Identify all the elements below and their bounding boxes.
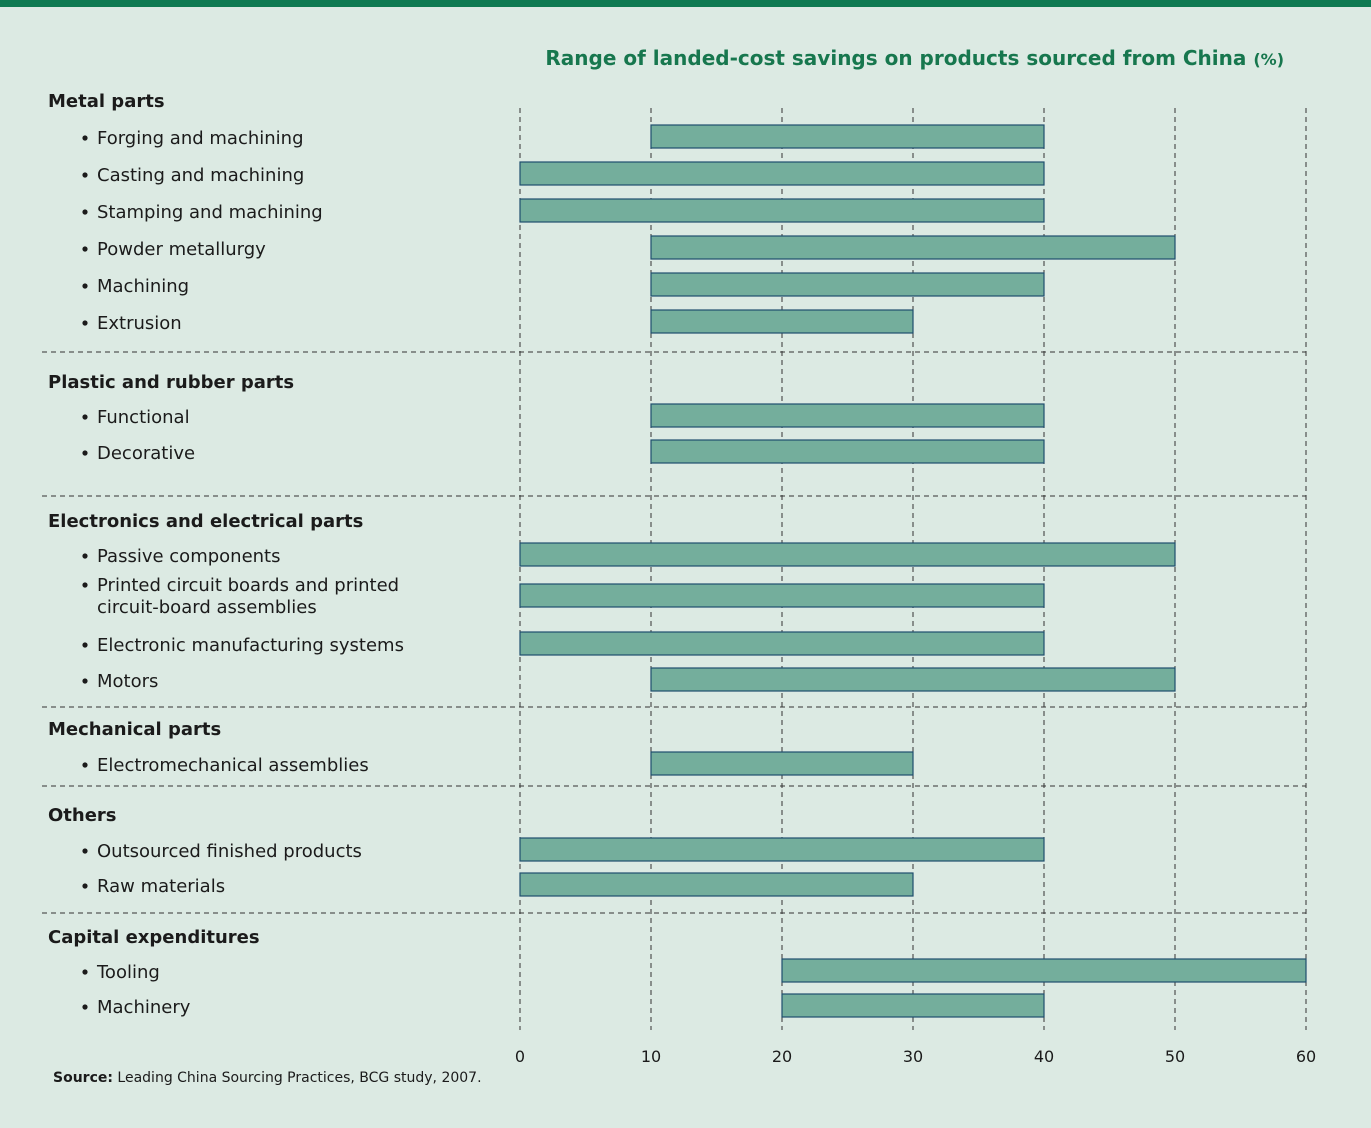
item-label: Motors	[97, 671, 158, 692]
source-note: Source: Leading China Sourcing Practices…	[53, 1070, 482, 1086]
group-label: Capital expenditures	[48, 927, 260, 948]
range-bar	[519, 198, 1045, 223]
bullet-dot	[82, 762, 88, 768]
item-label-line2: circuit-board assemblies	[97, 597, 317, 618]
range-bar	[781, 958, 1307, 983]
group-label: Others	[48, 805, 117, 826]
group-label: Plastic and rubber parts	[48, 372, 294, 393]
item-label: Passive components	[97, 546, 281, 567]
source-text: Leading China Sourcing Practices, BCG st…	[117, 1070, 482, 1086]
bullet-dot	[82, 642, 88, 648]
range-bar	[650, 403, 1045, 428]
item-label: Extrusion	[97, 313, 182, 334]
group-label: Metal parts	[48, 91, 165, 112]
source-label: Source:	[53, 1070, 113, 1086]
bullet-dot	[82, 414, 88, 420]
range-bar	[519, 872, 914, 897]
top-accent-bar	[0, 0, 1371, 7]
chart-title-unit: (%)	[1253, 50, 1284, 69]
range-bar	[650, 667, 1176, 692]
item-label: Casting and machining	[97, 165, 304, 186]
item-label: Powder metallurgy	[97, 239, 266, 260]
range-bar	[650, 309, 914, 334]
item-label: Electromechanical assemblies	[97, 755, 369, 776]
item-label: Decorative	[97, 443, 195, 464]
x-tick-label-40: 40	[1034, 1047, 1054, 1066]
x-tick-label-0: 0	[515, 1047, 525, 1066]
range-bar	[781, 993, 1045, 1018]
item-label: Raw materials	[97, 876, 225, 897]
item-label: Functional	[97, 407, 190, 428]
chart-title: Range of landed-cost savings on products…	[545, 46, 1284, 70]
bullet-dot	[82, 883, 88, 889]
bullet-dot	[82, 969, 88, 975]
group-label: Electronics and electrical parts	[48, 511, 363, 532]
range-bar	[519, 542, 1176, 567]
bullet-dot	[82, 320, 88, 326]
bullet-dot	[82, 1004, 88, 1010]
item-label: Printed circuit boards and printed	[97, 575, 399, 596]
group-label: Mechanical parts	[48, 719, 221, 740]
range-bar	[650, 235, 1176, 260]
x-tick-label-20: 20	[772, 1047, 792, 1066]
range-bar	[519, 583, 1045, 608]
range-bar	[650, 751, 914, 776]
bullet-dot	[82, 553, 88, 559]
x-tick-label-60: 60	[1296, 1047, 1316, 1066]
bullet-dot	[82, 582, 88, 588]
item-label: Electronic manufacturing systems	[97, 635, 404, 656]
item-label: Tooling	[96, 962, 160, 983]
range-bar	[519, 631, 1045, 656]
range-bar	[519, 837, 1045, 862]
item-label: Outsourced finished products	[97, 841, 362, 862]
range-bar	[519, 161, 1045, 186]
x-tick-label-50: 50	[1165, 1047, 1185, 1066]
bullet-dot	[82, 209, 88, 215]
x-tick-label-30: 30	[903, 1047, 923, 1066]
bullet-dot	[82, 848, 88, 854]
range-bar	[650, 272, 1045, 297]
bullet-dot	[82, 678, 88, 684]
bullet-dot	[82, 135, 88, 141]
item-label: Machining	[97, 276, 189, 297]
bullet-dot	[82, 172, 88, 178]
range-bar	[650, 439, 1045, 464]
bullet-dot	[82, 283, 88, 289]
bullet-dot	[82, 450, 88, 456]
bullet-dot	[82, 246, 88, 252]
item-label: Stamping and machining	[97, 202, 323, 223]
item-label: Machinery	[97, 997, 191, 1018]
item-label: Forging and machining	[97, 128, 304, 149]
chart-title-text: Range of landed-cost savings on products…	[545, 46, 1247, 70]
x-tick-label-10: 10	[641, 1047, 661, 1066]
range-bar	[650, 124, 1045, 149]
